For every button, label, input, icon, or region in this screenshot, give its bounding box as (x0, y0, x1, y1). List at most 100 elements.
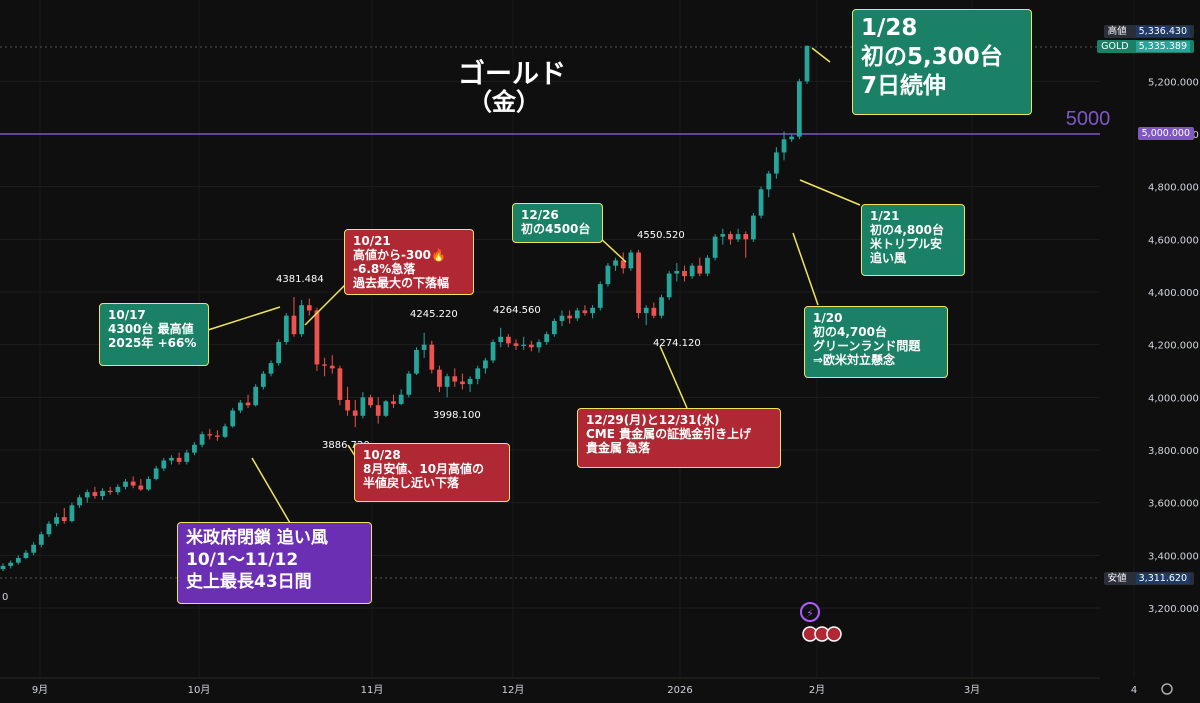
settings-gear-icon[interactable] (1161, 683, 1173, 695)
candle-body (605, 265, 611, 285)
candle-body (375, 405, 381, 416)
candle-body (528, 344, 534, 348)
candle-body (207, 434, 213, 436)
candle-body (437, 369, 442, 387)
candle-body (283, 315, 289, 343)
candle-body (169, 457, 174, 461)
candle-body (398, 394, 404, 404)
pointer-10-21 (304, 279, 351, 326)
candle-body (651, 307, 657, 316)
candle-body (245, 402, 251, 406)
candle-body (544, 334, 550, 343)
price-annotation: 4381.484 (276, 274, 324, 285)
pointer-10-17 (207, 306, 281, 331)
candle-body (620, 260, 626, 269)
candle-body (23, 552, 29, 558)
x-tick-label: 2026 (667, 685, 692, 696)
callout-12-29: 12/29(月)と12/31(水) CME 貴金属の証拠金引き上げ 貴金属 急落 (577, 408, 781, 468)
candle-body (705, 257, 710, 274)
price-annotation: 4550.520 (637, 230, 685, 241)
last-price-tag: GOLD 5,335.389 (1097, 40, 1194, 53)
candle-body (682, 270, 687, 277)
candle-body (46, 523, 52, 535)
candles (0, 45, 810, 572)
pointer-1-28 (811, 47, 831, 63)
candle-body (199, 434, 205, 445)
candle-body (720, 234, 726, 237)
price-annotation: 4274.120 (653, 338, 701, 349)
candle-body (766, 173, 772, 190)
callout-10-17: 10/17 4300台 最高値 2025年 +66% (99, 303, 209, 366)
pointer-shutdown (251, 457, 291, 524)
candle-body (636, 252, 641, 314)
candle-body (130, 481, 136, 486)
candle-body (31, 544, 37, 553)
pointer-12-29 (659, 345, 688, 409)
x-tick-label: 11月 (361, 684, 384, 696)
level-5000-tag: 5,000.000 (1137, 127, 1194, 140)
candle-body (460, 381, 465, 385)
candle-body (276, 342, 282, 364)
candle-body (61, 517, 67, 522)
callout-12-26: 12/26 初の4500台 (512, 203, 603, 243)
candle-body (804, 45, 810, 82)
lightning-icon[interactable] (800, 602, 820, 622)
y-tick-label: 4,800.000 (1148, 183, 1199, 194)
candle-body (689, 265, 695, 277)
candle-body (368, 397, 373, 406)
candle-body (268, 363, 274, 374)
pointer-1-21 (799, 179, 861, 206)
candle-body (0, 565, 6, 570)
candle-body (674, 270, 680, 274)
low-tag-value: 3,311.620 (1135, 573, 1190, 584)
candle-body (728, 234, 733, 240)
candle-body (391, 401, 396, 404)
candle-body (184, 452, 190, 462)
y-tick-label: 4,000.000 (1148, 393, 1199, 404)
x-axis: 9月 10月 11月 12月 2026 2月 3月 4 (32, 684, 1137, 696)
callout-1-28: 1/28 初の5,300台 7日続伸 (852, 9, 1032, 115)
candle-body (475, 368, 481, 379)
candle-body (337, 368, 343, 400)
candle-body (352, 410, 358, 416)
last-tag-label: GOLD (1101, 41, 1129, 52)
candle-body (15, 557, 21, 563)
candle-body (498, 336, 504, 343)
candle-body (329, 365, 335, 369)
candle-body (521, 344, 527, 346)
candle-body (123, 481, 128, 487)
candle-body (299, 305, 305, 335)
y-tick-label: 3,600.000 (1148, 499, 1199, 510)
candle-body (176, 457, 182, 462)
price-annotation: 3886.720 (322, 440, 370, 451)
candle-body (222, 426, 228, 437)
candle-body (712, 236, 718, 258)
candle-body (536, 342, 542, 348)
pointer-1-20 (792, 232, 819, 306)
chart-subtitle: （金） (468, 88, 540, 116)
candle-body (735, 234, 741, 240)
candle-body (751, 215, 756, 240)
y-tick-label: 3,400.000 (1148, 551, 1199, 562)
candle-body (659, 297, 664, 316)
pointer-10-28 (347, 444, 356, 457)
y-tick-label: 4,400.000 (1148, 288, 1199, 299)
candle-body (146, 478, 151, 490)
y-tick-label: 5,200.000 (1148, 77, 1199, 88)
high-tag: 高値 5,336.430 (1103, 25, 1194, 38)
candle-body (467, 378, 473, 385)
us-flag-icon[interactable] (826, 626, 842, 642)
candle-body (513, 343, 519, 346)
candle-body (781, 139, 787, 153)
candle-body (161, 460, 167, 469)
candle-body (192, 444, 197, 453)
candle-body (54, 517, 59, 524)
x-tick-label: 2月 (809, 684, 825, 696)
candle-body (92, 492, 98, 497)
x-tick-label: 12月 (502, 684, 525, 696)
candle-body (414, 349, 419, 374)
level-5000-label: 5000 (1066, 108, 1111, 130)
candle-body (483, 360, 488, 369)
candle-body (452, 376, 458, 382)
candle-body (260, 373, 266, 387)
